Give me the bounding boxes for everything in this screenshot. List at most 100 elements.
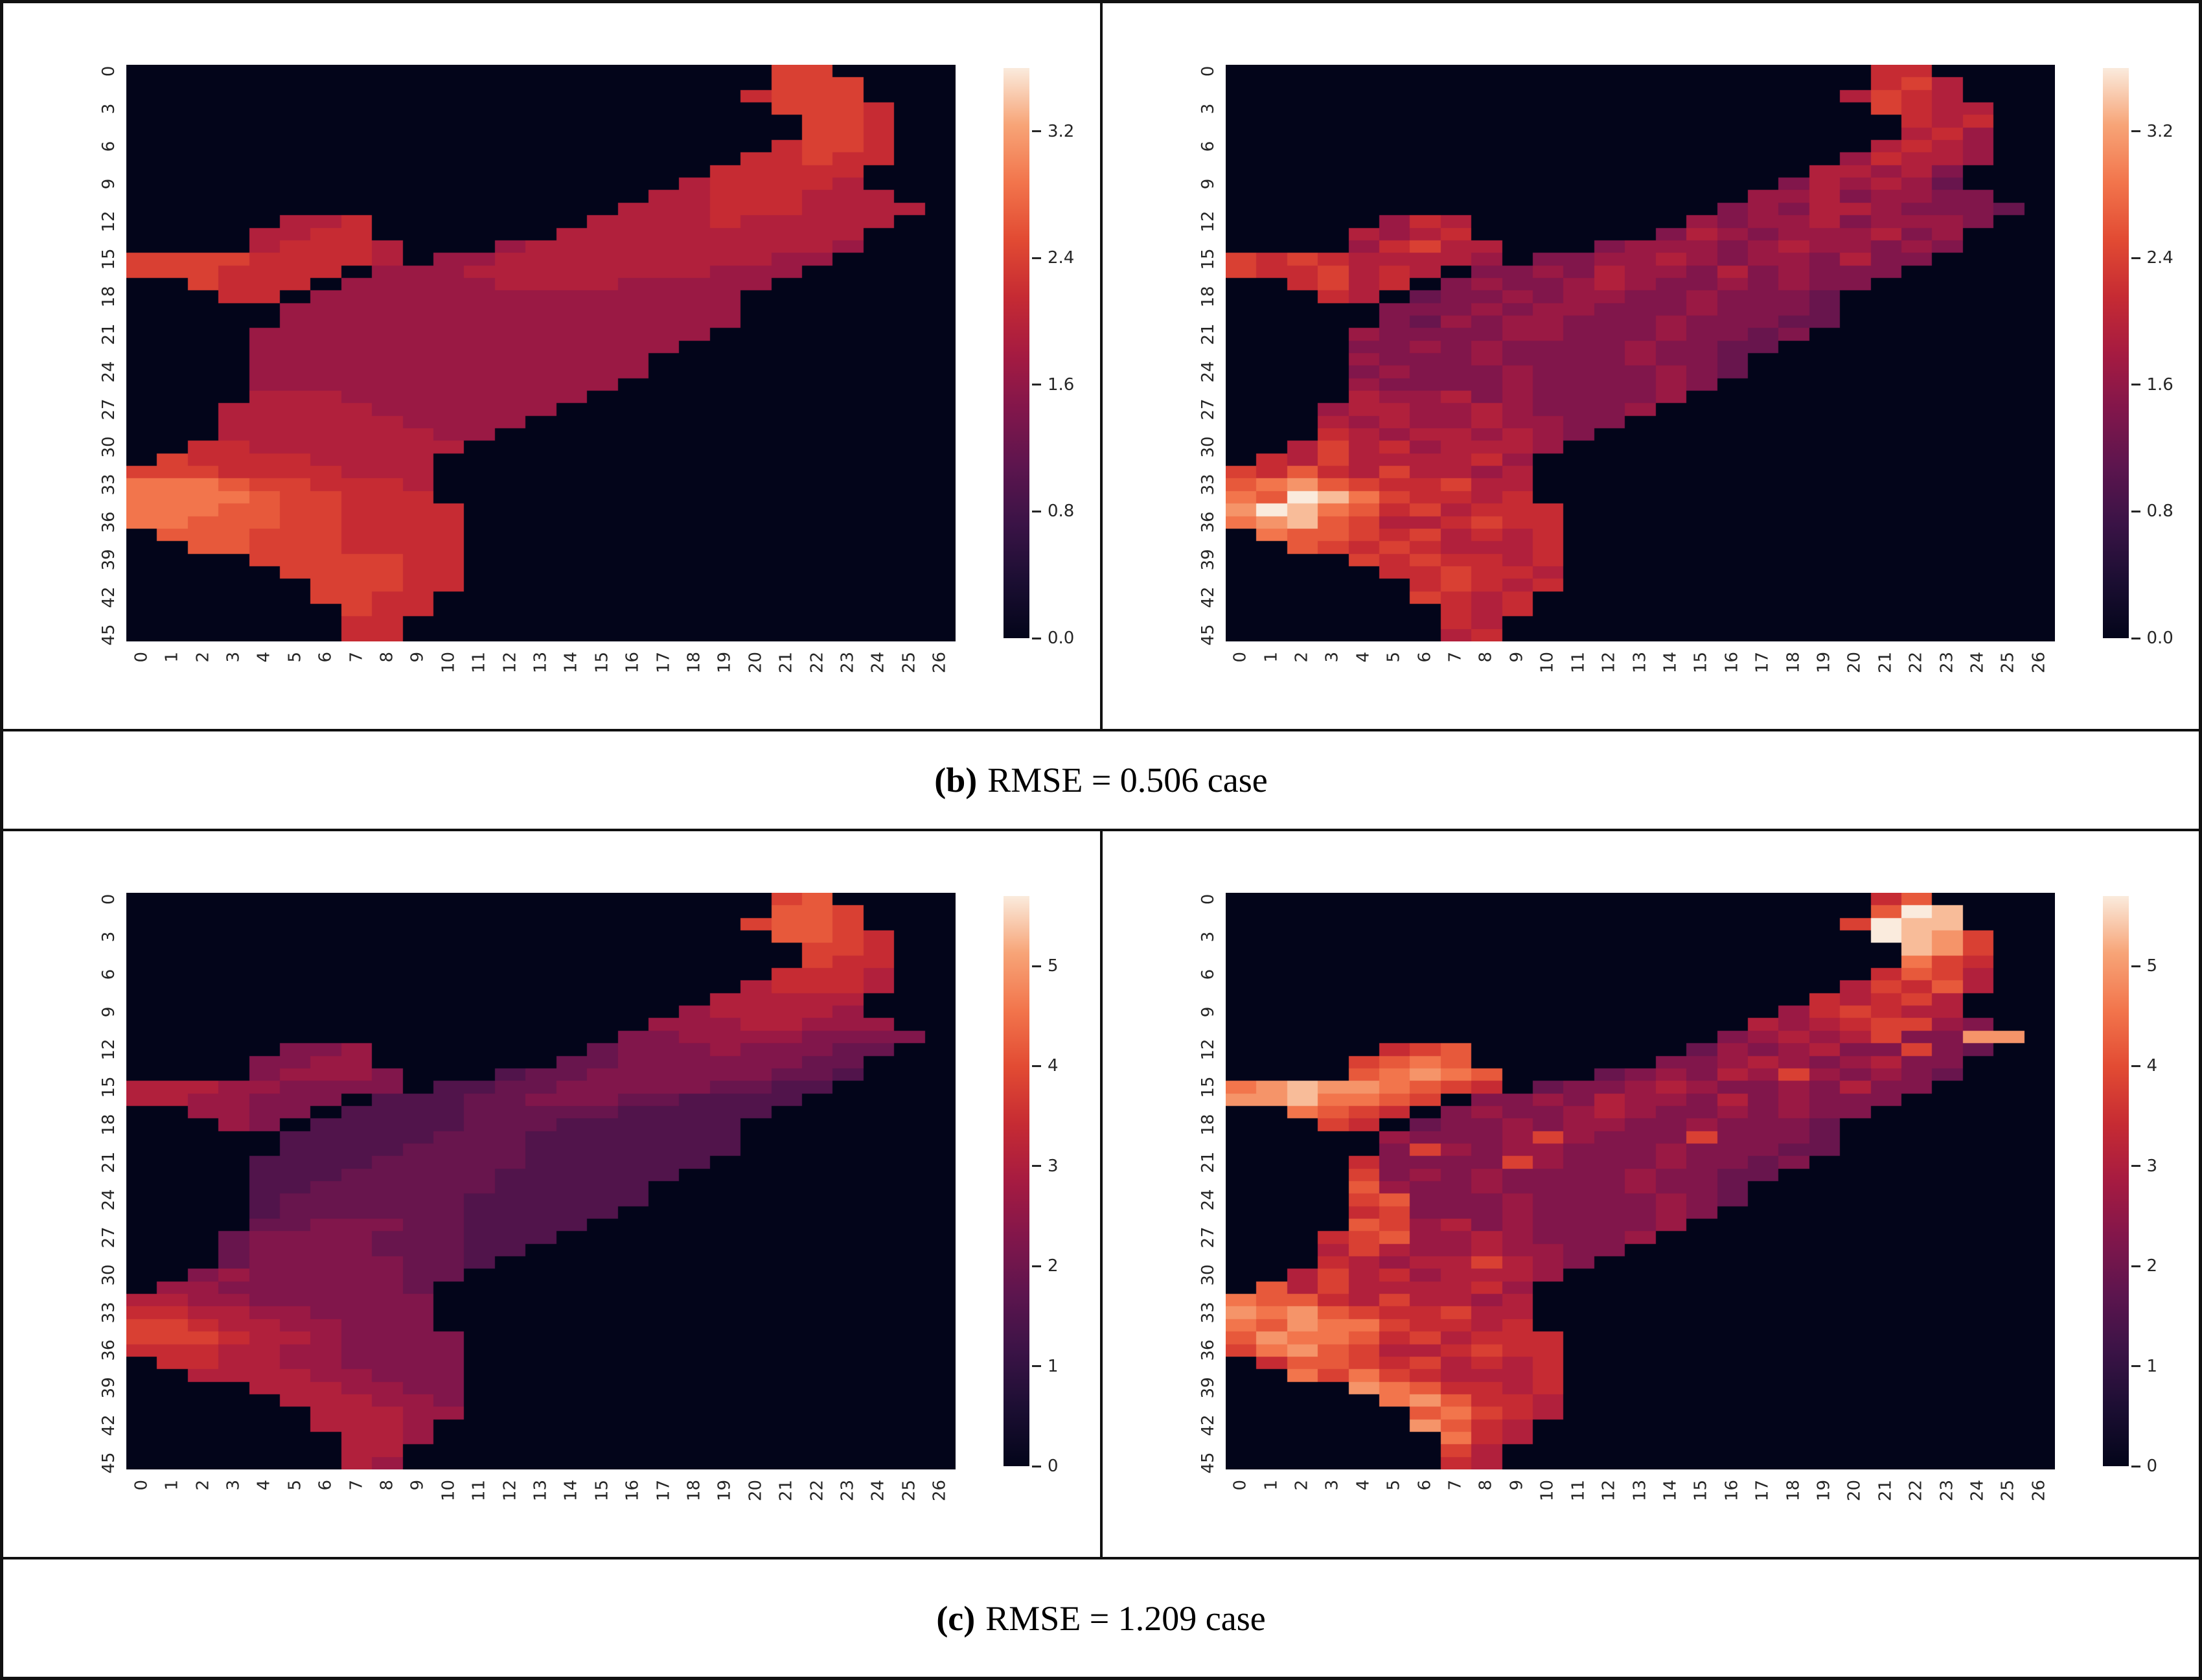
x-tick-label: 14 — [562, 1480, 582, 1502]
y-tick-label: 12 — [1198, 211, 1218, 233]
x-tick-label: 19 — [715, 652, 735, 674]
colorbar-tick-mark — [2131, 637, 2140, 639]
colorbar-tick-mark — [2131, 1265, 2140, 1267]
colorbar-tick-labels: 3.2 2.4 1.6 0.8 0.0 — [1032, 68, 1100, 648]
x-tick-label: 19 — [1814, 1480, 1834, 1502]
x-tick-label: 3 — [1323, 652, 1343, 663]
caption-c-label: (c) — [936, 1598, 976, 1638]
x-tick-label: 26 — [930, 1480, 950, 1502]
y-tick-label: 42 — [99, 1414, 119, 1436]
y-tick-label: 15 — [99, 1076, 119, 1098]
colorbar-tick-label: 2.4 — [1048, 248, 1075, 268]
x-tick-label: 14 — [1660, 652, 1680, 674]
x-tick-label: 16 — [623, 1480, 643, 1502]
colorbar-tick-label: 2.4 — [2146, 248, 2173, 268]
colorbar-tick-mark — [2131, 384, 2140, 386]
y-axis-tick-labels: 0 3 6 9 12 15 18 21 24 27 30 33 36 39 42 45 — [1178, 893, 1222, 1473]
x-tick-label: 3 — [224, 1480, 244, 1491]
y-tick-label: 27 — [1198, 1226, 1218, 1248]
heatmap-canvas — [1225, 65, 2055, 641]
x-tick-label: 17 — [654, 1480, 674, 1502]
colorbar-tick: 1.6 — [1032, 375, 1074, 395]
y-tick-label: 15 — [1198, 1076, 1218, 1098]
x-tick-label: 5 — [1384, 652, 1404, 663]
x-tick-label: 20 — [1845, 1480, 1865, 1502]
y-tick-label: 39 — [1198, 549, 1218, 571]
x-tick-label: 17 — [1752, 652, 1772, 674]
y-tick-label: 9 — [1198, 1006, 1218, 1018]
colorbar-tick-label: 0 — [1048, 1456, 1059, 1476]
caption-b-label: (b) — [934, 761, 978, 800]
caption-b-text: (b) RMSE = 0.506 case — [934, 760, 1267, 800]
colorbar-tick: 0.8 — [2131, 501, 2173, 521]
x-tick-label: 1 — [162, 652, 182, 663]
x-tick-label: 15 — [1692, 652, 1712, 674]
y-tick-label: 0 — [99, 893, 119, 904]
colorbar-tick-mark — [1032, 1465, 1041, 1467]
x-tick-label: 20 — [746, 1480, 766, 1502]
x-tick-label: 8 — [377, 652, 397, 663]
x-tick-label: 15 — [1692, 1480, 1712, 1502]
y-tick-label: 39 — [99, 549, 119, 571]
y-tick-label: 27 — [99, 398, 119, 420]
colorbar-tick-mark — [1032, 510, 1041, 512]
x-tick-label: 21 — [776, 652, 796, 674]
heatmap-canvas — [126, 893, 956, 1469]
x-tick-label: 2 — [1292, 652, 1312, 663]
colorbar-tick-label: 3.2 — [2146, 121, 2173, 141]
colorbar-tick-label: 3.2 — [1048, 121, 1075, 141]
x-axis-tick-labels: 0 1 2 3 4 5 6 7 8 9 10 11 12 13 14 15 16 17 18 19 20 21 22 23 24… — [1226, 649, 2055, 722]
y-tick-label: 18 — [1198, 1114, 1218, 1136]
colorbar-tick-label: 5 — [2146, 956, 2158, 976]
y-tick-label: 30 — [1198, 436, 1218, 458]
y-tick-label: 36 — [1198, 1339, 1218, 1361]
y-tick-label: 42 — [1198, 1414, 1218, 1436]
x-tick-label: 14 — [1660, 1480, 1680, 1502]
x-tick-label: 7 — [1445, 1480, 1465, 1491]
x-tick-label: 6 — [1415, 1480, 1435, 1491]
colorbar-tick-labels: 5 4 3 2 1 0 — [1032, 896, 1100, 1476]
y-tick-label: 36 — [99, 511, 119, 533]
x-tick-label: 23 — [1937, 1480, 1957, 1502]
colorbar-tick-label: 3 — [2146, 1156, 2158, 1176]
x-tick-label: 5 — [1384, 1480, 1404, 1491]
y-tick-label: 6 — [99, 969, 119, 980]
colorbar-tick-label: 0.0 — [1048, 628, 1075, 648]
colorbar-tick: 2.4 — [2131, 248, 2173, 268]
x-tick-label: 6 — [1415, 652, 1435, 663]
colorbar-tick-mark — [1032, 257, 1041, 259]
x-tick-label: 24 — [869, 1480, 889, 1502]
y-tick-label: 30 — [99, 436, 119, 458]
vertical-divider — [1099, 831, 1103, 1557]
y-tick-label: 33 — [99, 474, 119, 496]
colorbar-tick-label: 5 — [1048, 956, 1059, 976]
x-tick-label: 3 — [224, 652, 244, 663]
y-tick-label: 30 — [99, 1264, 119, 1286]
colorbar-tick-mark — [1032, 1265, 1041, 1267]
x-tick-label: 18 — [684, 1480, 704, 1502]
x-tick-label: 22 — [1906, 652, 1926, 674]
x-tick-label: 0 — [132, 1480, 152, 1491]
y-tick-label: 6 — [1198, 969, 1218, 980]
colorbar-tick: 1 — [2131, 1357, 2157, 1376]
y-tick-label: 33 — [99, 1302, 119, 1324]
y-tick-label: 3 — [1198, 103, 1218, 114]
y-tick-label: 9 — [99, 1006, 119, 1018]
y-tick-label: 21 — [1198, 1151, 1218, 1173]
x-tick-label: 15 — [592, 1480, 612, 1502]
colorbar-tick-mark — [2131, 257, 2140, 259]
colorbar-tick-label: 4 — [2146, 1056, 2158, 1076]
x-tick-label: 9 — [408, 1480, 428, 1491]
x-tick-label: 24 — [869, 652, 889, 674]
x-tick-label: 25 — [1999, 652, 2019, 674]
colorbar-tick-label: 0.8 — [2146, 501, 2173, 522]
colorbar-tick: 0.0 — [1032, 628, 1074, 648]
colorbar — [2102, 68, 2129, 638]
colorbar-tick-label: 4 — [1048, 1056, 1059, 1076]
x-tick-label: 20 — [746, 652, 766, 674]
x-tick-label: 13 — [1630, 652, 1650, 674]
colorbar-tick-mark — [2131, 1365, 2140, 1368]
y-tick-label: 0 — [1198, 65, 1218, 76]
colorbar-tick-mark — [1032, 1064, 1041, 1067]
x-tick-label: 10 — [1537, 652, 1557, 674]
